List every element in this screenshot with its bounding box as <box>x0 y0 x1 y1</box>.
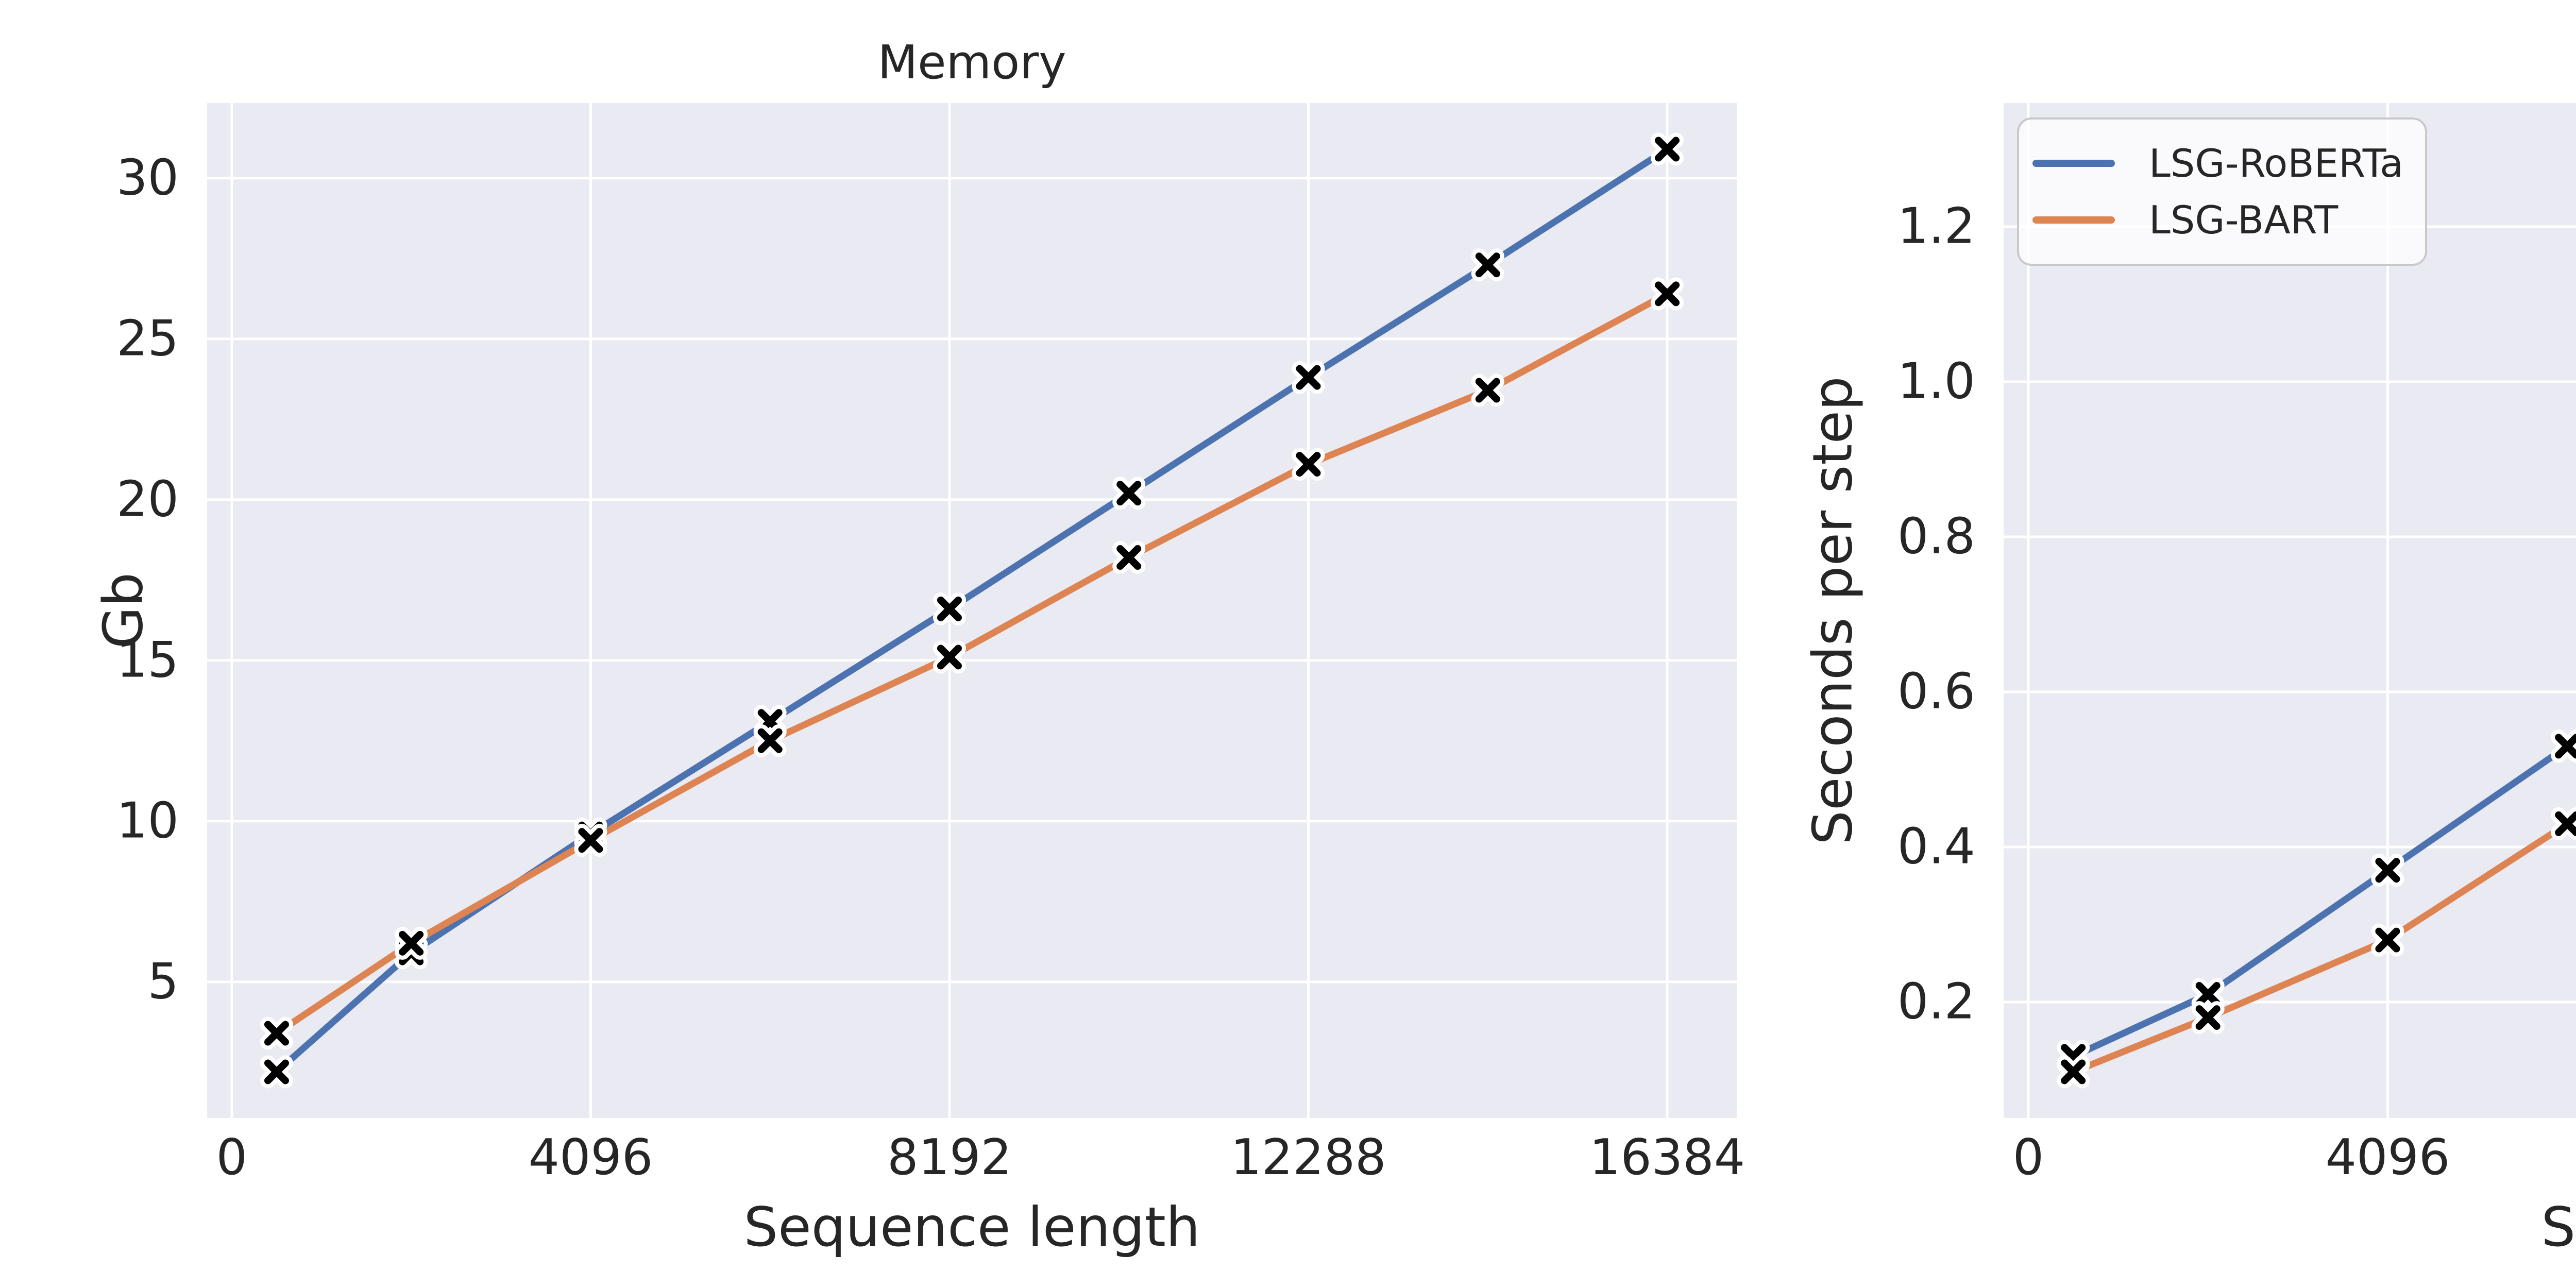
time-y-axis-label: Seconds per step <box>1801 376 1865 845</box>
marker-halo <box>2057 807 2576 1089</box>
legend-item-lsg-bart: LSG-BART <box>2032 192 2403 248</box>
time-x-axis-label: Sequence length <box>2541 1196 2576 1259</box>
x-tick-label: 0 <box>216 1129 248 1186</box>
lsg-bart-line-swatch <box>2032 216 2115 224</box>
memory-x-axis-label: Sequence length <box>743 1196 1200 1259</box>
y-tick-label: 0.6 <box>1897 663 1975 720</box>
y-tick-label: 1.0 <box>1897 353 1975 410</box>
y-tick-label: 0.2 <box>1897 973 1975 1030</box>
series-line-lsg-bart <box>273 290 1671 1037</box>
y-tick-label: 25 <box>116 310 179 367</box>
memory-chart-title: Memory <box>877 36 1066 90</box>
time-plot-area <box>2004 103 2576 1118</box>
x-marker-lsg-roberta <box>2061 734 2576 1069</box>
y-tick-label: 1.2 <box>1897 198 1975 255</box>
series-line-lsg-bart <box>2070 817 2576 1075</box>
y-tick-label: 10 <box>116 792 179 850</box>
lsg-roberta-line-swatch <box>2032 160 2115 167</box>
legend-label: LSG-RoBERTa <box>2149 140 2404 186</box>
legend-item-lsg-roberta: LSG-RoBERTa <box>2032 135 2403 192</box>
x-tick-label: 12288 <box>1230 1129 1386 1186</box>
memory-plot-area <box>207 103 1737 1118</box>
x-tick-label: 0 <box>2012 1129 2044 1186</box>
marker-halo <box>2057 730 2576 1073</box>
y-tick-label: 0.4 <box>1897 818 1975 875</box>
legend-label: LSG-BART <box>2149 197 2338 243</box>
x-marker-lsg-bart <box>264 281 1680 1046</box>
y-tick-label: 15 <box>116 632 179 689</box>
x-tick-label: 4096 <box>2325 1129 2450 1186</box>
x-tick-label: 16384 <box>1589 1129 1745 1186</box>
time-chart-title: Time <box>2004 32 2576 94</box>
y-tick-label: 0.8 <box>1897 508 1975 565</box>
series-line-lsg-roberta <box>273 146 1671 1075</box>
x-marker-lsg-bart <box>2061 811 2576 1084</box>
y-tick-label: 30 <box>116 149 179 207</box>
x-tick-label: 4096 <box>528 1129 653 1186</box>
x-tick-label: 8192 <box>887 1129 1012 1186</box>
memory-plot-canvas <box>207 103 1737 1118</box>
series-line-lsg-roberta <box>2070 736 2576 1060</box>
y-tick-label: 20 <box>116 471 179 528</box>
time-plot-canvas <box>2004 103 2576 1118</box>
legend: LSG-RoBERTa LSG-BART <box>2017 117 2428 266</box>
y-tick-label: 5 <box>147 953 179 1010</box>
